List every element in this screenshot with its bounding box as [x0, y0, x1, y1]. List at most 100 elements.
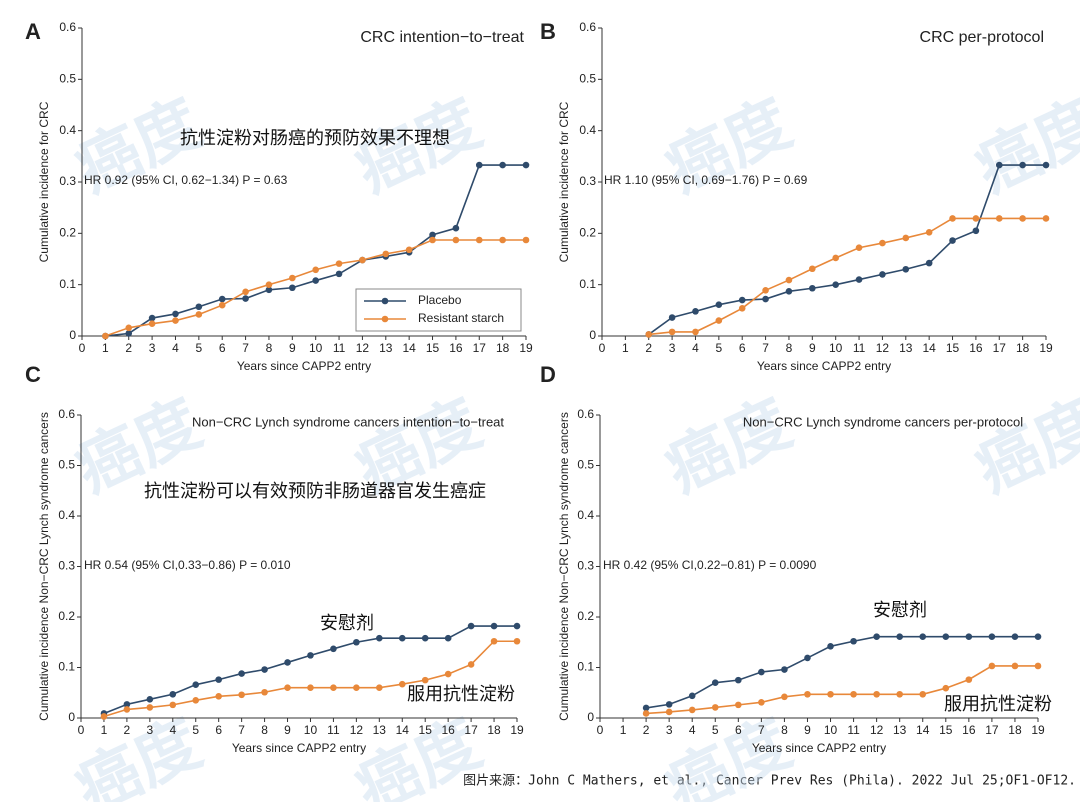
- data-point: [1019, 215, 1026, 222]
- data-point: [1034, 633, 1042, 640]
- source-caption: 图片来源：John C Mathers, et al., Cancer Prev…: [463, 774, 1076, 789]
- data-point: [215, 692, 222, 700]
- x-tick-label: 9: [804, 723, 811, 737]
- data-point: [642, 704, 650, 712]
- x-axis-label: Years since CAPP2 entry: [757, 359, 891, 373]
- x-tick-label: 10: [304, 723, 318, 737]
- data-point: [467, 661, 475, 668]
- data-point: [192, 697, 200, 704]
- y-tick-label: 0.6: [59, 20, 76, 34]
- data-point: [827, 642, 834, 650]
- data-point: [429, 231, 436, 239]
- x-tick-label: 4: [172, 341, 179, 355]
- x-tick-label: 9: [289, 341, 296, 355]
- y-tick-label: 0.1: [579, 277, 596, 291]
- data-point: [398, 680, 406, 688]
- data-point: [330, 684, 337, 691]
- x-tick-label: 6: [219, 341, 226, 355]
- hr-annotation: HR 0.92 (95% CI, 0.62−1.34) P = 0.63: [84, 173, 288, 187]
- data-point: [490, 637, 498, 645]
- data-point: [125, 330, 133, 337]
- x-tick-label: 4: [169, 723, 176, 737]
- cn-note: 服用抗性淀粉: [407, 684, 515, 705]
- data-point: [668, 328, 676, 336]
- data-point: [902, 234, 910, 242]
- y-tick-label: 0.5: [58, 458, 75, 472]
- data-point: [475, 236, 483, 244]
- x-tick-label: 12: [870, 723, 884, 737]
- data-point: [988, 633, 996, 640]
- x-tick-label: 14: [396, 723, 410, 737]
- x-tick-label: 19: [510, 723, 524, 737]
- data-point: [195, 303, 203, 311]
- x-tick-label: 3: [669, 341, 676, 355]
- y-axis-label: Cumulative incidence Non−CRC Lynch syndr…: [557, 412, 571, 721]
- data-point: [513, 622, 521, 630]
- data-point: [919, 633, 927, 640]
- x-tick-label: 9: [284, 723, 291, 737]
- data-point: [146, 704, 154, 711]
- legend-marker: [381, 297, 389, 305]
- x-tick-label: 18: [1016, 341, 1030, 355]
- data-point: [312, 266, 319, 274]
- x-tick-label: 3: [146, 723, 153, 737]
- data-point: [421, 634, 429, 642]
- data-point: [265, 286, 273, 294]
- data-point: [242, 295, 249, 302]
- x-tick-label: 13: [899, 341, 913, 355]
- data-point: [172, 310, 179, 318]
- hr-annotation: HR 1.10 (95% CI, 0.69−1.76) P = 0.69: [604, 173, 808, 187]
- data-point: [919, 690, 927, 698]
- data-point: [444, 670, 452, 678]
- data-point: [873, 633, 880, 640]
- data-point: [711, 679, 719, 686]
- y-tick-label: 0: [587, 710, 594, 724]
- y-tick-label: 0.5: [577, 458, 594, 472]
- y-tick-label: 0.3: [59, 174, 76, 188]
- data-point: [1034, 662, 1042, 670]
- data-point: [284, 659, 291, 666]
- x-tick-label: 2: [643, 723, 650, 737]
- y-tick-label: 0.2: [577, 609, 594, 623]
- data-point: [335, 260, 343, 267]
- data-point: [827, 690, 834, 698]
- x-tick-label: 9: [809, 341, 816, 355]
- data-point: [238, 670, 245, 677]
- data-point: [148, 320, 156, 327]
- data-point: [896, 690, 903, 698]
- y-tick-label: 0.5: [579, 72, 596, 86]
- x-tick-label: 15: [946, 341, 960, 355]
- x-tick-label: 1: [620, 723, 627, 737]
- legend-box: [355, 288, 522, 332]
- x-tick-label: 3: [666, 723, 673, 737]
- data-point: [1042, 215, 1050, 222]
- y-tick-label: 0.6: [579, 20, 596, 34]
- cn-note: 安慰剂: [873, 600, 927, 621]
- x-tick-label: 2: [125, 341, 132, 355]
- x-tick-label: 12: [876, 341, 890, 355]
- data-point: [995, 161, 1003, 169]
- data-point: [148, 314, 156, 322]
- x-tick-label: 16: [449, 341, 463, 355]
- x-axis-label: Years since CAPP2 entry: [232, 741, 366, 755]
- data-point: [307, 652, 314, 659]
- x-tick-label: 2: [124, 723, 131, 737]
- y-tick-label: 0.1: [58, 660, 75, 674]
- data-point: [855, 244, 863, 252]
- x-tick-label: 19: [1031, 723, 1045, 737]
- data-point: [758, 668, 765, 676]
- panel-letter: C: [25, 362, 41, 387]
- data-point: [785, 288, 793, 295]
- watermark: 癌度: [965, 86, 1080, 207]
- data-point: [1011, 662, 1019, 670]
- data-point: [738, 296, 746, 304]
- data-point: [123, 706, 131, 713]
- data-point: [715, 317, 723, 324]
- data-point: [195, 311, 203, 318]
- panel-title: CRC intention−to−treat: [360, 29, 524, 46]
- data-point: [688, 706, 696, 714]
- x-tick-label: 1: [622, 341, 629, 355]
- x-tick-label: 5: [192, 723, 199, 737]
- data-point: [172, 317, 179, 324]
- data-point: [123, 701, 131, 708]
